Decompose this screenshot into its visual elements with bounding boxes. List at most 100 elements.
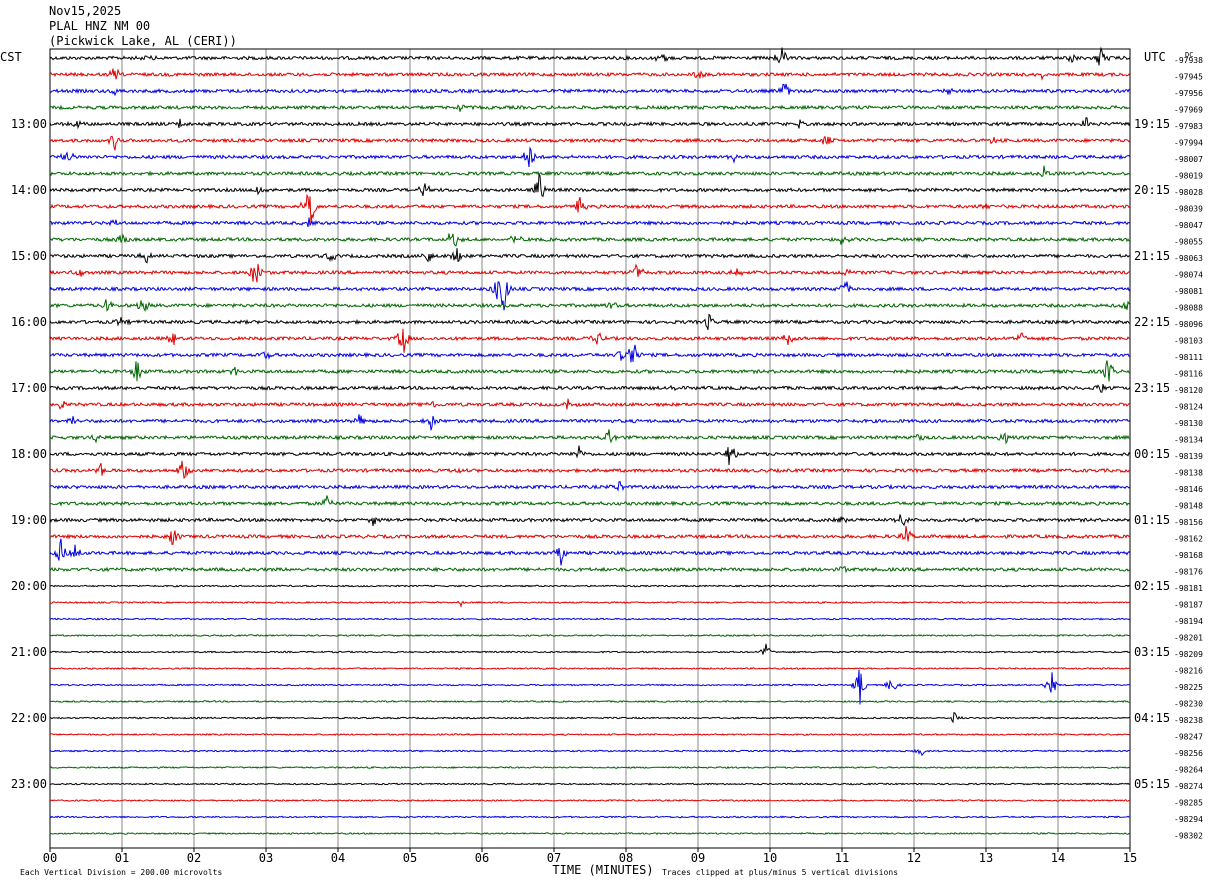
- trace-line: [49, 398, 1131, 410]
- dc-offset-label: -97938: [1174, 56, 1203, 65]
- clip-note: Traces clipped at plus/minus 5 vertical …: [662, 868, 898, 877]
- dc-offset-label: -98074: [1174, 271, 1203, 280]
- x-tick-label: 10: [763, 851, 777, 865]
- hour-label-cst: 13:00: [11, 117, 47, 131]
- trace-line: [49, 782, 1131, 786]
- dc-offset-label: -98096: [1174, 320, 1203, 329]
- dc-offset-label: -98201: [1174, 634, 1203, 643]
- x-tick-label: 08: [619, 851, 633, 865]
- x-axis-title: TIME (MINUTES): [552, 863, 653, 877]
- trace-line: [49, 384, 1131, 393]
- trace-line: [49, 328, 1131, 353]
- trace-line: [49, 46, 1131, 66]
- dc-offset-label: -98134: [1174, 436, 1203, 445]
- trace-line: [49, 83, 1131, 97]
- trace-line: [49, 68, 1131, 81]
- x-tick-label: 05: [403, 851, 417, 865]
- trace-line: [49, 165, 1131, 178]
- trace-line: [49, 233, 1131, 247]
- hour-label-cst: 20:00: [11, 579, 47, 593]
- hour-label-cst: 16:00: [11, 315, 47, 329]
- trace-line: [49, 281, 1131, 311]
- plot-date: Nov15,2025: [49, 4, 122, 18]
- dc-label: DC: [1185, 51, 1193, 59]
- trace-line: [49, 798, 1131, 802]
- trace-line: [49, 634, 1131, 637]
- dc-offset-label: -98187: [1174, 601, 1203, 610]
- x-tick-label: 02: [187, 851, 201, 865]
- dc-offset-label: -98028: [1174, 188, 1203, 197]
- seismic-traces: [49, 46, 1131, 835]
- dc-offset-label: -98007: [1174, 155, 1203, 164]
- timezone-label-utc: UTC: [1144, 50, 1166, 64]
- trace-line: [49, 617, 1131, 621]
- trace-line: [49, 173, 1131, 197]
- trace-line: [49, 733, 1130, 736]
- trace-line: [49, 765, 1131, 770]
- trace-line: [49, 360, 1131, 382]
- hour-label-utc: 02:15: [1134, 579, 1170, 593]
- hour-label-cst: 22:00: [11, 711, 47, 725]
- dc-offset-label: -98209: [1174, 650, 1203, 659]
- dc-offset-label: -97994: [1174, 139, 1203, 148]
- trace-line: [49, 643, 1131, 655]
- dc-offset-label: -98120: [1174, 386, 1203, 395]
- x-tick-label: 03: [259, 851, 273, 865]
- axes: CST UTC DC 13:00 14:00 15:00 16:00 17:00 18:00 19…: [0, 50, 1203, 877]
- x-tick-label: 07: [547, 851, 561, 865]
- dc-offset-label: -98194: [1174, 617, 1203, 626]
- dc-offset-label: -98130: [1174, 419, 1203, 428]
- trace-line: [49, 135, 1131, 151]
- trace-line: [49, 146, 1131, 168]
- hour-label-cst: 19:00: [11, 513, 47, 527]
- trace-line: [49, 104, 1131, 112]
- trace-line: [50, 495, 1131, 507]
- dc-offset-label: -98124: [1174, 403, 1203, 412]
- trace-line: [49, 669, 1131, 705]
- dc-offset-label: -98138: [1174, 469, 1203, 478]
- hour-label-cst: 18:00: [11, 447, 47, 461]
- hour-label-cst: 23:00: [11, 777, 47, 791]
- dc-offset-label: -97956: [1174, 89, 1203, 98]
- trace-line: [49, 445, 1131, 466]
- trace-line: [49, 525, 1131, 546]
- dc-offset-label: -98047: [1174, 221, 1203, 230]
- plot-frame: [49, 48, 1131, 849]
- x-tick-label: 09: [691, 851, 705, 865]
- trace-line: [49, 429, 1130, 445]
- dc-offset-label: -98162: [1174, 535, 1203, 544]
- trace-line: [49, 584, 1131, 588]
- dc-offset-label: -98302: [1174, 832, 1203, 841]
- trace-line: [49, 815, 1131, 819]
- dc-offset-label: -98146: [1174, 485, 1203, 494]
- hour-label-utc: 21:15: [1134, 249, 1170, 263]
- x-tick-label: 01: [115, 851, 129, 865]
- dc-offset-label: -98225: [1174, 683, 1203, 692]
- dc-offset-label: -98230: [1174, 700, 1203, 709]
- hour-label-utc: 01:15: [1134, 513, 1170, 527]
- dc-offset-label: -98063: [1174, 254, 1203, 263]
- trace-line: [49, 193, 1131, 224]
- dc-offset-label: -98055: [1174, 238, 1203, 247]
- trace-line: [49, 263, 1131, 283]
- hour-label-utc: 19:15: [1134, 117, 1170, 131]
- x-tick-label: 00: [43, 851, 57, 865]
- trace-line: [49, 313, 1131, 330]
- trace-line: [50, 217, 1131, 228]
- dc-offset-label: -98039: [1174, 205, 1203, 214]
- dc-offset-label: -98247: [1174, 733, 1203, 742]
- dc-offset-label: -98168: [1174, 551, 1203, 560]
- hour-label-utc: 03:15: [1134, 645, 1170, 659]
- dc-offset-label: -98081: [1174, 287, 1203, 296]
- x-tick-label: 04: [331, 851, 345, 865]
- dc-offset-label: -98139: [1174, 452, 1203, 461]
- station-location: (Pickwick Lake, AL (CERI)): [49, 34, 237, 48]
- trace-line: [49, 344, 1131, 363]
- hour-label-utc: 23:15: [1134, 381, 1170, 395]
- x-tick-label: 13: [979, 851, 993, 865]
- trace-line: [49, 248, 1131, 264]
- dc-offset-label: -98264: [1174, 766, 1203, 775]
- hour-label-utc: 05:15: [1134, 777, 1170, 791]
- hour-label-cst: 21:00: [11, 645, 47, 659]
- dc-offset-label: -98294: [1174, 815, 1203, 824]
